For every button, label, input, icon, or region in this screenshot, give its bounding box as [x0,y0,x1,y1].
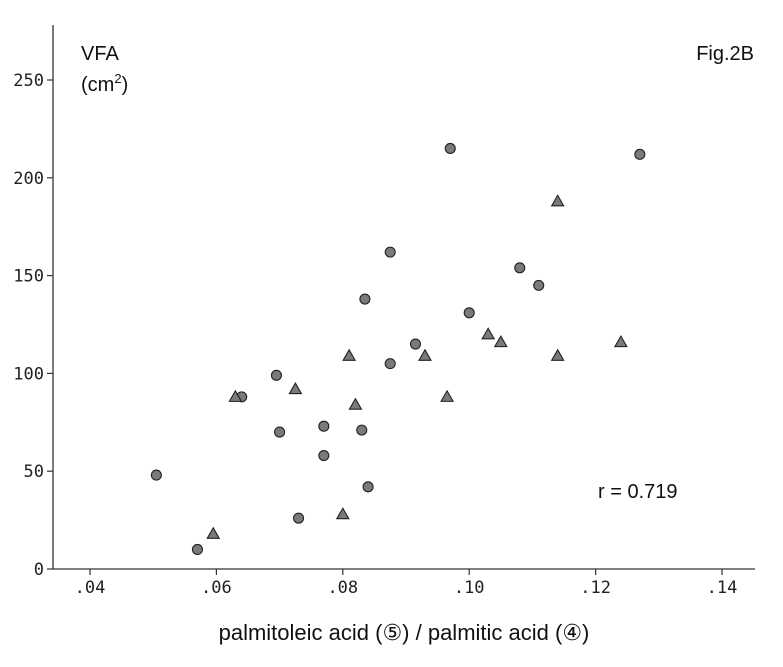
data-point-triangle [493,334,508,348]
data-point-circle [533,279,545,291]
data-point-triangle [440,389,455,402]
data-point-triangle [335,507,350,520]
data-point-circle [634,148,646,160]
data-point-circle [384,246,396,258]
y-tick-label: 0 [34,560,44,580]
y-tick-label: 100 [13,364,44,384]
y-ticks: 0 50 100 150 200 250 [13,71,53,580]
y-tick-label: 200 [13,169,44,189]
x-tick-label: .04 [75,578,106,598]
data-point-circle [318,450,330,462]
data-point-circle [356,424,368,436]
y-axis-unit: (cm2) [81,71,128,96]
data-point-triangle [418,348,432,361]
data-point-triangle [206,526,221,539]
data-point-triangle [613,334,628,348]
data-point-circle [362,481,374,493]
data-point-circle [444,142,456,155]
data-point-triangle [550,348,565,361]
y-tick-label: 50 [24,462,44,482]
y-tick-label: 250 [13,71,44,91]
data-point-circle [384,358,396,370]
data-point-circle [270,369,282,381]
x-tick-label: .14 [707,578,738,598]
data-point-triangle [550,194,565,207]
y-axis-label: VFA [81,43,119,65]
x-tick-label: .06 [201,578,232,598]
data-point-triangle [481,327,496,340]
data-point-circle [293,512,305,524]
x-tick-label: .12 [580,578,611,598]
data-point-triangle [348,397,363,410]
data-point-circle [409,338,422,350]
data-point-circle [191,543,203,555]
data-point-circle [318,420,330,432]
data-point-circle [274,426,286,438]
correlation-annotation: r = 0.719 [598,481,678,503]
y-axis-unit-superscript: 2 [114,71,121,86]
data-point-circle [359,293,371,305]
data-point-triangle [228,389,243,402]
data-point-triangle [342,348,357,361]
axes [52,25,755,570]
x-tick-label: .10 [454,578,485,598]
data-points [150,142,646,555]
data-point-triangle [288,381,303,395]
x-axis-label: palmitoleic acid (⑤) / palmitic acid (④) [219,620,590,645]
data-point-circle [463,307,475,319]
data-point-circle [150,469,162,481]
figure-label: Fig.2B [696,43,754,65]
x-tick-label: .08 [327,578,358,598]
data-point-circle [514,262,526,274]
y-tick-label: 150 [13,267,44,287]
x-ticks: .04 .06 .08 .10 .12 .14 [75,569,738,598]
